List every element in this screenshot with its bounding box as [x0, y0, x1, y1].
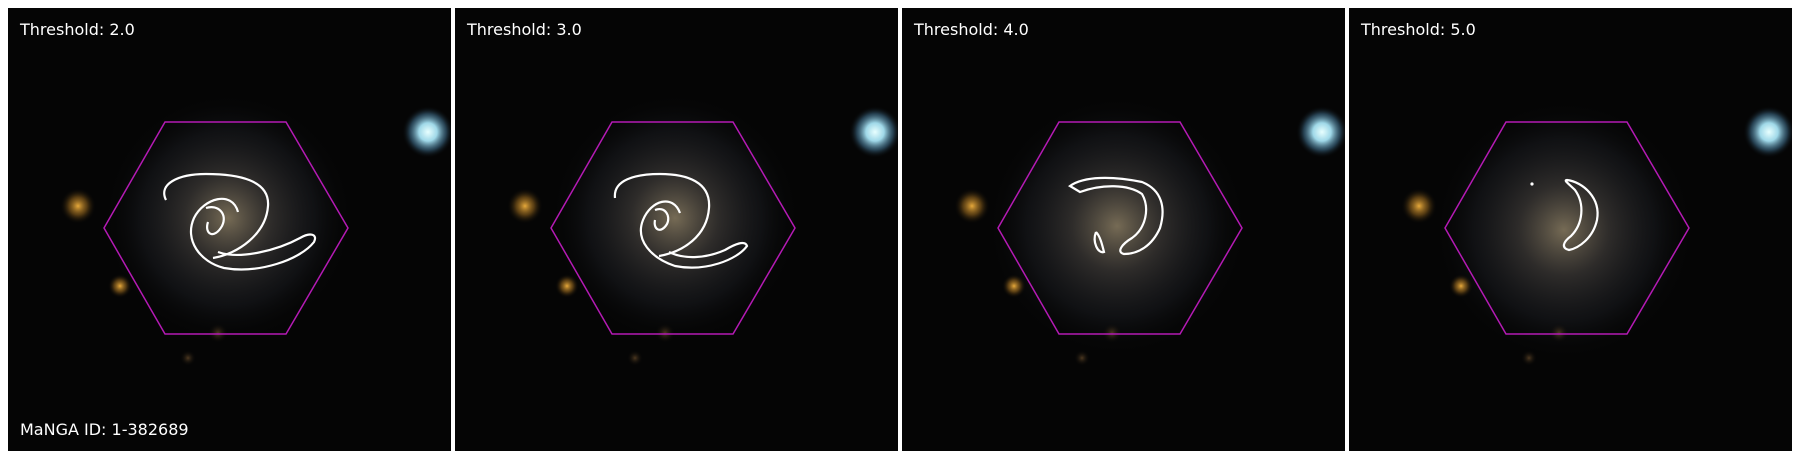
contour-core: [653, 208, 670, 231]
manga-id-label: MaNGA ID: 1-382689: [20, 420, 189, 439]
contour-core: [1093, 231, 1106, 254]
panel-threshold-5: Threshold: 5.0: [1349, 8, 1792, 451]
panel-threshold-2: Threshold: 2.0 MaNGA ID: 1-382689: [8, 8, 451, 451]
contour-core: [205, 206, 225, 236]
contour-inner-arm: [639, 200, 749, 269]
contour-outer-arm: [163, 172, 270, 260]
ifu-hexagon: [103, 121, 349, 335]
galaxy-image: [60, 93, 451, 366]
galaxy-image: [954, 96, 1345, 366]
ifu-hexagon: [997, 121, 1243, 335]
panel-threshold-4: Threshold: 4.0: [902, 8, 1345, 451]
contour-arc: [1562, 178, 1599, 252]
panel-threshold-3: Threshold: 3.0: [455, 8, 898, 451]
galaxy-image: [1401, 100, 1792, 366]
ifu-hexagon: [550, 121, 796, 335]
threshold-label: Threshold: 2.0: [20, 20, 135, 39]
contour-inner-arm: [189, 197, 317, 271]
threshold-label: Threshold: 5.0: [1361, 20, 1476, 39]
contour-outer-arm: [613, 172, 711, 258]
ifu-hexagon: [1444, 121, 1690, 335]
threshold-label: Threshold: 4.0: [914, 20, 1029, 39]
contour-outer-arm: [1067, 176, 1164, 256]
threshold-label: Threshold: 3.0: [467, 20, 582, 39]
contour-speck: [1530, 182, 1534, 186]
galaxy-image: [507, 93, 898, 366]
